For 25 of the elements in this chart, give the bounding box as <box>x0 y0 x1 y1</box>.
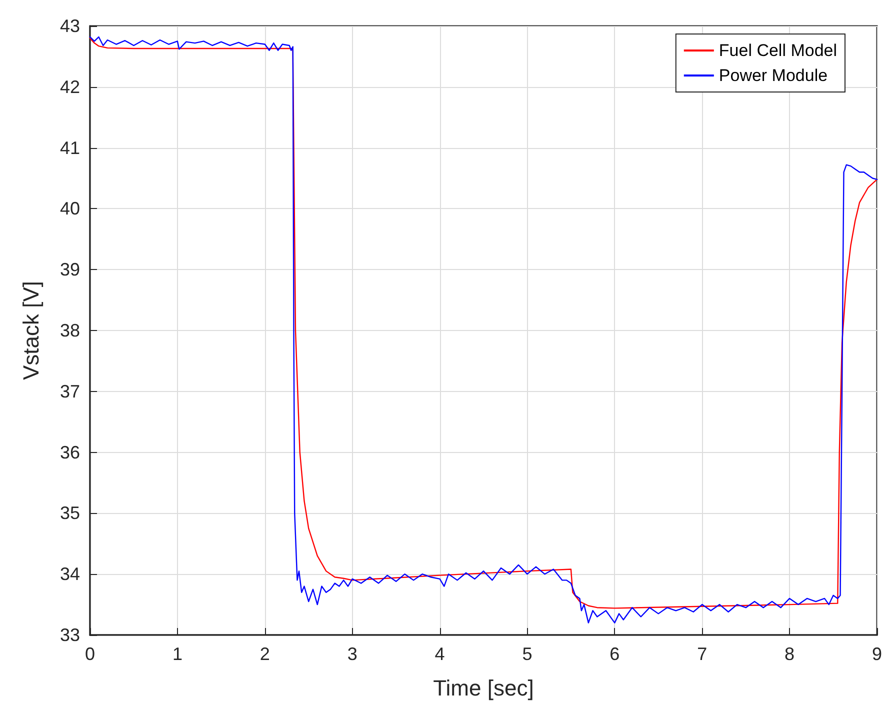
x-tick-label: 4 <box>434 644 445 664</box>
x-tick-label: 1 <box>172 644 182 664</box>
y-tick-label: 43 <box>60 16 80 36</box>
x-axis-title: Time [sec] <box>433 676 534 700</box>
x-tick-label: 5 <box>522 644 532 664</box>
y-tick-label: 40 <box>60 198 80 219</box>
x-tick-label: 3 <box>347 644 358 664</box>
x-tick-label: 6 <box>610 644 620 664</box>
y-tick-label: 37 <box>60 381 80 402</box>
y-tick-label: 35 <box>60 503 80 524</box>
x-tick-label: 9 <box>872 644 882 664</box>
x-tick-label: 0 <box>84 644 96 664</box>
x-tick-label: 7 <box>697 644 708 664</box>
y-tick-label: 39 <box>60 260 80 280</box>
legend-label: Fuel Cell Model <box>718 41 838 60</box>
x-tick-label: 2 <box>260 644 270 664</box>
y-tick-label: 36 <box>60 442 80 462</box>
x-tick-label: 8 <box>784 644 795 664</box>
y-tick-label: 41 <box>60 138 80 158</box>
y-tick-label: 33 <box>60 625 80 645</box>
y-axis-title: Vstack [V] <box>18 280 44 380</box>
y-tick-label: 34 <box>60 564 80 584</box>
y-tick-label: 42 <box>60 76 80 97</box>
legend-label: Power Module <box>718 66 828 85</box>
y-tick-label: 38 <box>60 320 80 340</box>
